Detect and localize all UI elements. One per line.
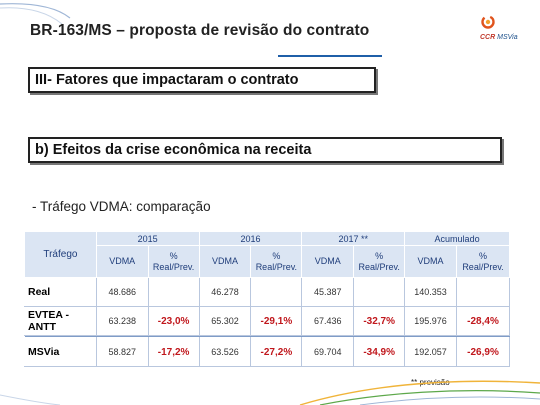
footnote: ** previsão [411,378,450,387]
table-separator [24,335,510,338]
table-row: EVTEA - ANTT 63.238 -23,0% 65.302 -29,1%… [24,306,510,336]
cell-vdma: 63.526 [198,337,252,367]
row-label: EVTEA - ANTT [24,306,97,336]
slide-title: BR-163/MS – proposta de revisão do contr… [30,22,370,39]
cell-pct: -34,9% [353,337,406,367]
cell-pct: -27,2% [250,337,303,367]
subsection-heading: b) Efeitos da crise econômica na receita [28,137,502,163]
cell-vdma: 63.238 [95,306,149,336]
decorative-swoosh-bottom [0,380,540,405]
cell-pct: -32,7% [353,306,406,336]
cell-vdma: 46.278 [198,277,252,307]
column-header-vdma: VDMA [95,245,149,278]
cell-pct [353,277,406,307]
table-corner-label: Tráfego [24,231,97,278]
cell-pct [250,277,303,307]
cell-pct: -17,2% [147,337,200,367]
ccr-logo-icon [481,15,495,29]
cell-pct [456,277,510,307]
row-label: MSVia [24,337,97,367]
cell-vdma: 65.302 [198,306,252,336]
year-header: 2016 [198,231,303,246]
year-header: Acumulado [404,231,510,246]
row-label: Real [24,277,97,307]
cell-pct [147,277,200,307]
cell-vdma: 45.387 [301,277,355,307]
cell-vdma: 140.353 [404,277,457,307]
column-header-pct: % Real/Prev. [353,245,406,278]
bullet-text: - Tráfego VDMA: comparação [32,199,211,214]
cell-pct: -26,9% [456,337,510,367]
traffic-comparison-table: Tráfego 2015 2016 2017 ** Acumulado VDMA… [24,231,510,367]
title-underline [278,55,382,57]
section-heading: III- Fatores que impactaram o contrato [28,67,376,93]
year-header: 2015 [95,231,200,246]
table-row: Real 48.686 46.278 45.387 140.353 [24,277,510,307]
year-header: 2017 ** [301,231,406,246]
cell-vdma: 195.976 [404,306,457,336]
logo-wordmark: CCR MSVia [480,34,518,41]
table-row: MSVia 58.827 -17,2% 63.526 -27,2% 69.704… [24,337,510,367]
column-header-vdma: VDMA [404,245,457,278]
cell-pct: -29,1% [250,306,303,336]
column-header-pct: % Real/Prev. [456,245,510,278]
column-header-vdma: VDMA [301,245,355,278]
column-header-vdma: VDMA [198,245,252,278]
column-header-pct: % Real/Prev. [250,245,303,278]
cell-vdma: 58.827 [95,337,149,367]
column-header-pct: % Real/Prev. [147,245,200,278]
cell-pct: -23,0% [147,306,200,336]
cell-vdma: 69.704 [301,337,355,367]
cell-vdma: 192.057 [404,337,457,367]
cell-vdma: 48.686 [95,277,149,307]
cell-pct: -28,4% [456,306,510,336]
cell-vdma: 67.436 [301,306,355,336]
